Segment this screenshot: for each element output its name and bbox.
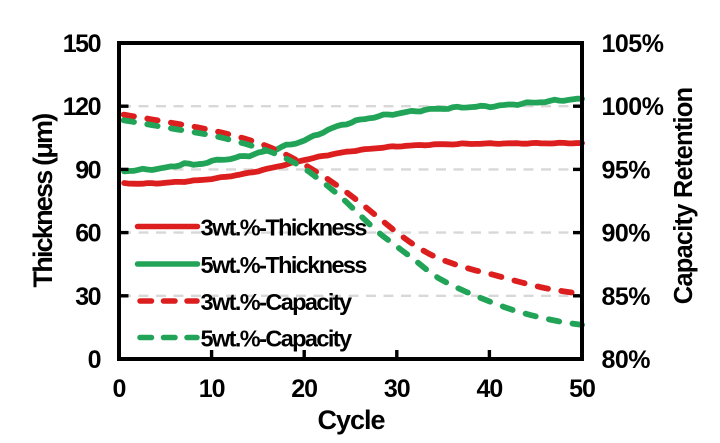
svg-text:80%: 80% <box>602 346 651 374</box>
svg-text:120: 120 <box>63 93 101 121</box>
svg-text:95%: 95% <box>602 156 651 184</box>
svg-text:40: 40 <box>476 375 502 403</box>
svg-text:150: 150 <box>63 30 101 58</box>
svg-text:5wt.%-Capacity: 5wt.%-Capacity <box>201 326 353 352</box>
svg-text:Capacity Retention: Capacity Retention <box>670 88 698 305</box>
svg-text:30: 30 <box>384 375 410 403</box>
svg-text:3wt.%-Capacity: 3wt.%-Capacity <box>201 289 353 315</box>
svg-text:Thickness (μm): Thickness (μm) <box>28 114 58 288</box>
svg-text:85%: 85% <box>602 283 651 311</box>
svg-text:90: 90 <box>75 156 100 184</box>
svg-text:90%: 90% <box>602 220 651 248</box>
svg-text:20: 20 <box>291 375 317 403</box>
svg-text:5wt.%-Thickness: 5wt.%-Thickness <box>201 252 368 278</box>
svg-text:3wt.%-Thickness: 3wt.%-Thickness <box>201 215 368 241</box>
svg-text:105%: 105% <box>602 30 664 58</box>
svg-text:100%: 100% <box>602 93 664 121</box>
svg-text:10: 10 <box>199 375 225 403</box>
svg-text:50: 50 <box>569 375 595 403</box>
svg-text:60: 60 <box>75 220 100 248</box>
svg-text:0: 0 <box>113 375 126 403</box>
svg-text:30: 30 <box>75 283 100 311</box>
svg-text:0: 0 <box>88 346 101 374</box>
svg-text:Cycle: Cycle <box>317 405 385 435</box>
